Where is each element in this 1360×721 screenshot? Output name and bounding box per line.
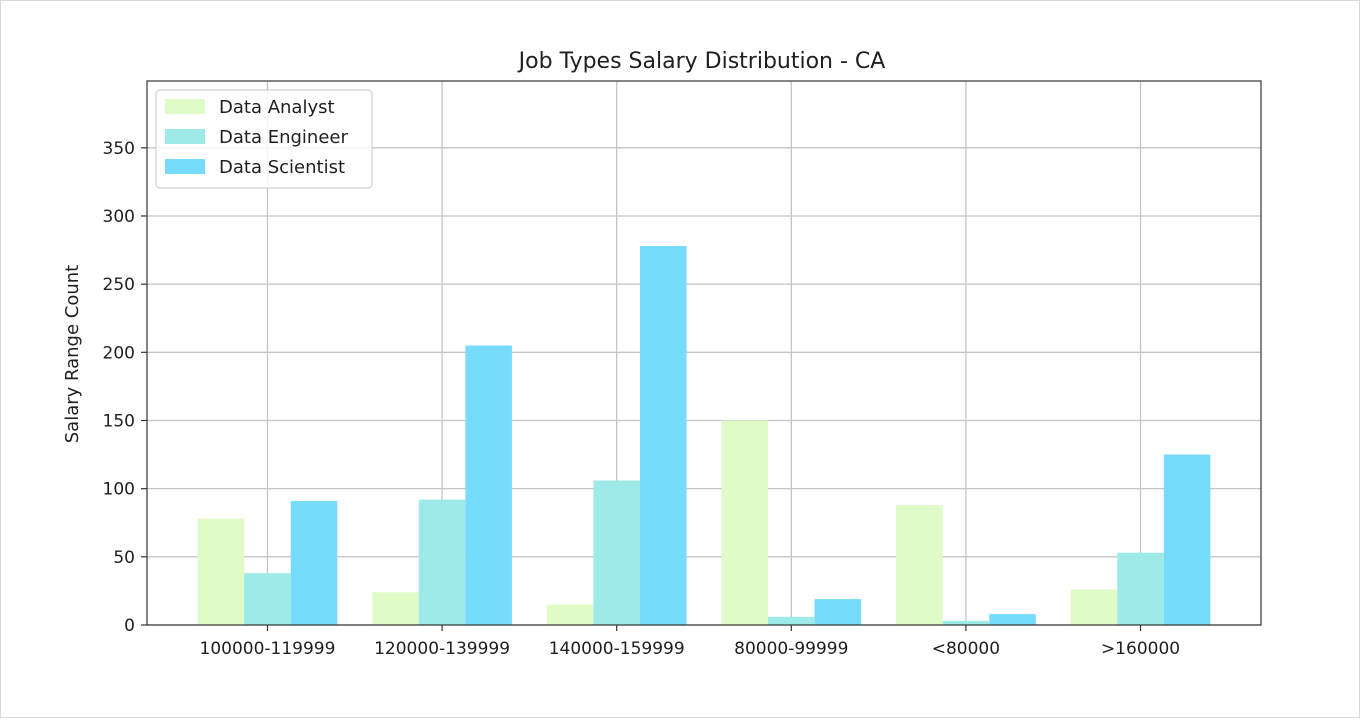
bar: [1163, 454, 1211, 625]
bar: [814, 599, 862, 625]
x-tick-label: 140000-159999: [549, 639, 685, 659]
legend-label: Data Scientist: [219, 157, 345, 178]
bar: [1117, 552, 1164, 625]
axis-ticks: 0 50 100 150 200 250 300 350 100000-119999 120000…: [103, 139, 1181, 659]
x-tick-label: 80000-99999: [734, 639, 848, 659]
bar: [721, 420, 769, 625]
bar: [546, 604, 594, 625]
chart-title: Job Types Salary Distribution - CA: [517, 49, 886, 74]
legend: Data Analyst Data Engineer Data Scientist: [155, 89, 373, 189]
legend-swatch: [165, 129, 205, 144]
grid-lines: [147, 81, 1261, 626]
bar: [197, 518, 245, 625]
bar: [942, 620, 990, 625]
y-tick-label: 150: [103, 411, 135, 431]
legend-label: Data Engineer: [219, 127, 348, 148]
y-tick-label: 350: [103, 139, 135, 159]
bar: [896, 505, 943, 625]
y-tick-label: 250: [103, 275, 135, 295]
bar: [989, 614, 1036, 625]
bar: [768, 616, 815, 625]
legend-label: Data Analyst: [219, 97, 335, 118]
legend-box: [155, 89, 373, 189]
x-tick-label: >160000: [1101, 639, 1180, 659]
bar: [593, 480, 640, 625]
y-tick-label: 200: [103, 343, 135, 363]
y-axis-label: Salary Range Count: [62, 265, 83, 444]
x-tick-label: 100000-119999: [200, 639, 336, 659]
bars: [197, 245, 1211, 626]
y-tick-label: 100: [103, 480, 135, 500]
x-tick-label: <80000: [932, 639, 1000, 659]
bar: [372, 592, 419, 625]
legend-swatch: [165, 159, 205, 174]
y-tick-label: 300: [103, 207, 135, 227]
bar: [639, 245, 687, 626]
bar: [1070, 589, 1118, 625]
bar: [465, 345, 512, 625]
bar: [418, 499, 466, 625]
plot-area-border: [146, 80, 1262, 626]
bar: [290, 500, 338, 625]
legend-swatch: [165, 99, 205, 114]
y-tick-label: 0: [124, 616, 135, 636]
y-tick-label: 50: [113, 548, 135, 568]
x-tick-label: 120000-139999: [374, 639, 510, 659]
bar: [244, 573, 291, 625]
